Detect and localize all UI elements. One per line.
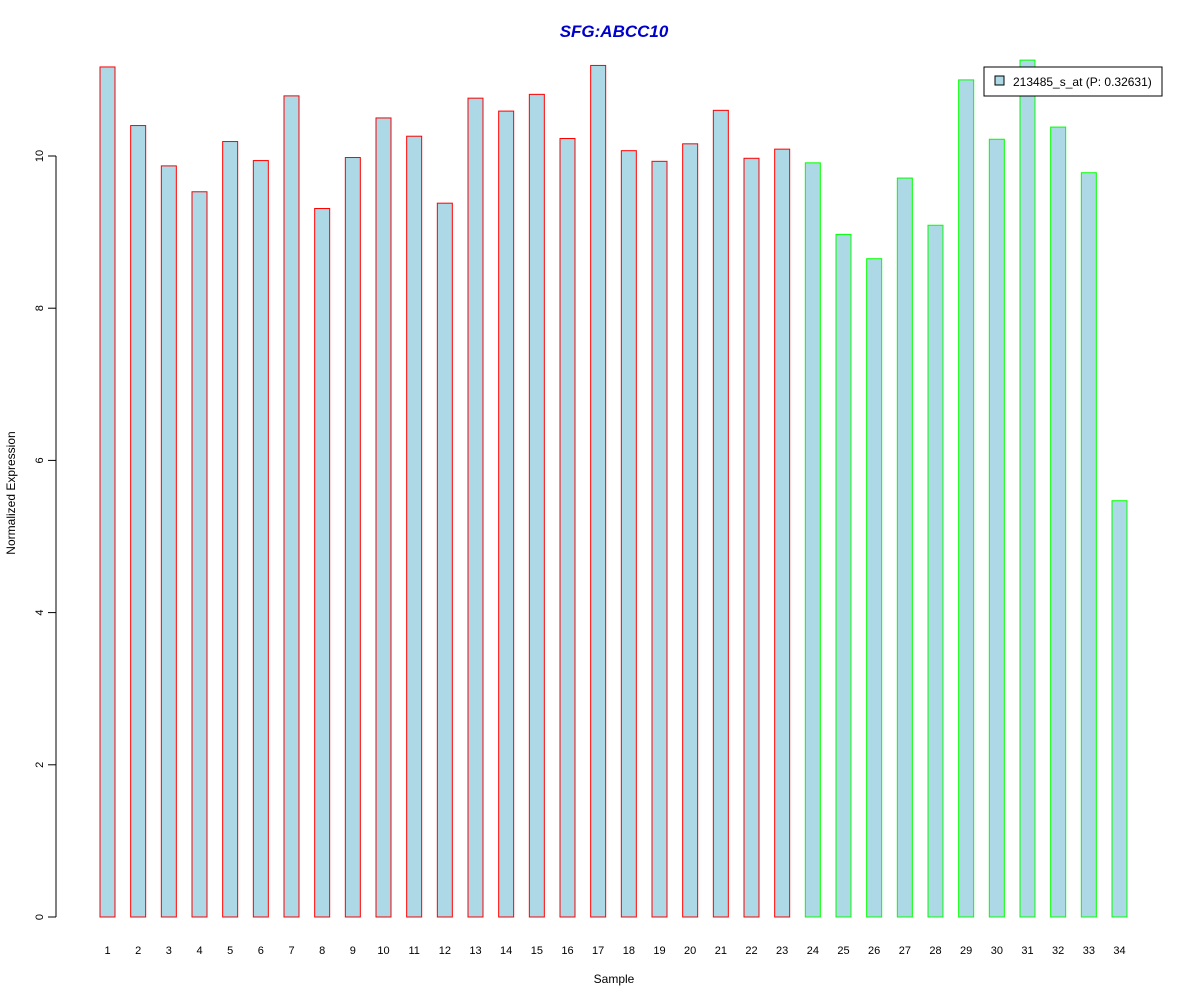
- x-tick-label: 3: [166, 945, 172, 957]
- x-tick-label: 14: [500, 945, 512, 957]
- x-tick-label: 33: [1083, 945, 1095, 957]
- legend: 213485_s_at (P: 0.32631): [983, 66, 1163, 97]
- bar-sample-18: [620, 150, 637, 918]
- x-tick-label: 27: [899, 945, 911, 957]
- bar-sample-19: [651, 160, 668, 918]
- bar-sample-8: [314, 208, 331, 918]
- bar-sample-24: [804, 162, 821, 918]
- legend-swatch: [994, 75, 1005, 86]
- bar-sample-16: [559, 137, 576, 918]
- y-tick-label: 2: [34, 762, 46, 768]
- y-tick-label: 8: [34, 305, 46, 311]
- x-tick-label: 30: [991, 945, 1003, 957]
- x-tick-label: 11: [408, 945, 419, 957]
- x-tick-label: 10: [377, 945, 389, 957]
- bar-sample-29: [958, 79, 975, 918]
- bar-sample-34: [1111, 500, 1128, 918]
- x-tick-labels: 1 2 3 4 5 6 7 8 9 10 11 12 13 14 15 16 17 18 19 20 21 22 23 24 2…: [104, 945, 1125, 957]
- bar-sample-23: [774, 148, 791, 918]
- x-tick-label: 20: [684, 945, 696, 957]
- bars-group: [99, 59, 1128, 918]
- y-tick-label: 4: [34, 610, 46, 616]
- y-tick-label: 6: [34, 457, 46, 463]
- bar-sample-7: [283, 95, 300, 918]
- x-tick-label: 34: [1113, 945, 1125, 957]
- x-tick-label: 9: [350, 945, 356, 957]
- bar-sample-4: [191, 191, 208, 918]
- x-tick-label: 7: [288, 945, 294, 957]
- x-tick-label: 12: [439, 945, 451, 957]
- x-tick-label: 29: [960, 945, 972, 957]
- chart-title: SFG:ABCC10: [560, 22, 669, 41]
- x-tick-label: 25: [837, 945, 849, 957]
- bar-sample-33: [1080, 172, 1097, 918]
- bar-sample-6: [252, 160, 269, 918]
- bar-sample-2: [130, 125, 147, 918]
- legend-label: 213485_s_at (P: 0.32631): [1013, 75, 1152, 89]
- x-tick-label: 2: [135, 945, 141, 957]
- x-tick-label: 28: [929, 945, 941, 957]
- bar-sample-26: [866, 258, 883, 918]
- x-tick-label: 32: [1052, 945, 1064, 957]
- x-tick-label: 8: [319, 945, 325, 957]
- bar-sample-1: [99, 66, 116, 918]
- bar-sample-10: [375, 117, 392, 918]
- x-tick-label: 15: [531, 945, 543, 957]
- x-tick-label: 16: [561, 945, 573, 957]
- x-tick-label: 5: [227, 945, 233, 957]
- bar-sample-30: [988, 138, 1005, 918]
- x-tick-label: 19: [653, 945, 665, 957]
- bar-sample-14: [498, 110, 515, 918]
- x-tick-label: 17: [592, 945, 604, 957]
- y-tick-label: 0: [34, 914, 46, 920]
- bar-sample-21: [712, 109, 729, 918]
- x-tick-label: 23: [776, 945, 788, 957]
- legend-box: [983, 66, 1163, 97]
- x-tick-label: 18: [623, 945, 635, 957]
- x-tick-label: 31: [1021, 945, 1033, 957]
- bar-sample-9: [344, 157, 361, 918]
- y-axis: 0 2 4 6 8 10: [34, 150, 57, 920]
- x-tick-label: 4: [196, 945, 202, 957]
- x-tick-label: 6: [258, 945, 264, 957]
- bar-sample-15: [528, 93, 545, 918]
- y-axis-label: Normalized Expression: [4, 431, 18, 554]
- bar-sample-13: [467, 97, 484, 918]
- bar-sample-3: [160, 165, 177, 918]
- bar-sample-11: [406, 135, 423, 918]
- bar-sample-25: [835, 233, 852, 918]
- bar-sample-5: [222, 141, 239, 918]
- bar-sample-22: [743, 157, 760, 918]
- bar-sample-27: [896, 177, 913, 918]
- bar-sample-12: [436, 202, 453, 918]
- x-tick-label: 21: [715, 945, 727, 957]
- bar-sample-17: [590, 64, 607, 918]
- x-tick-label: 26: [868, 945, 880, 957]
- x-tick-label: 24: [807, 945, 819, 957]
- bar-sample-28: [927, 224, 944, 918]
- bar-sample-31: [1019, 59, 1036, 918]
- x-tick-label: 1: [104, 945, 110, 957]
- bar-sample-32: [1050, 126, 1067, 918]
- bar-sample-20: [682, 143, 699, 918]
- x-tick-label: 22: [745, 945, 757, 957]
- x-tick-label: 13: [469, 945, 481, 957]
- x-axis-label: Sample: [594, 972, 635, 986]
- y-tick-label: 10: [34, 150, 46, 162]
